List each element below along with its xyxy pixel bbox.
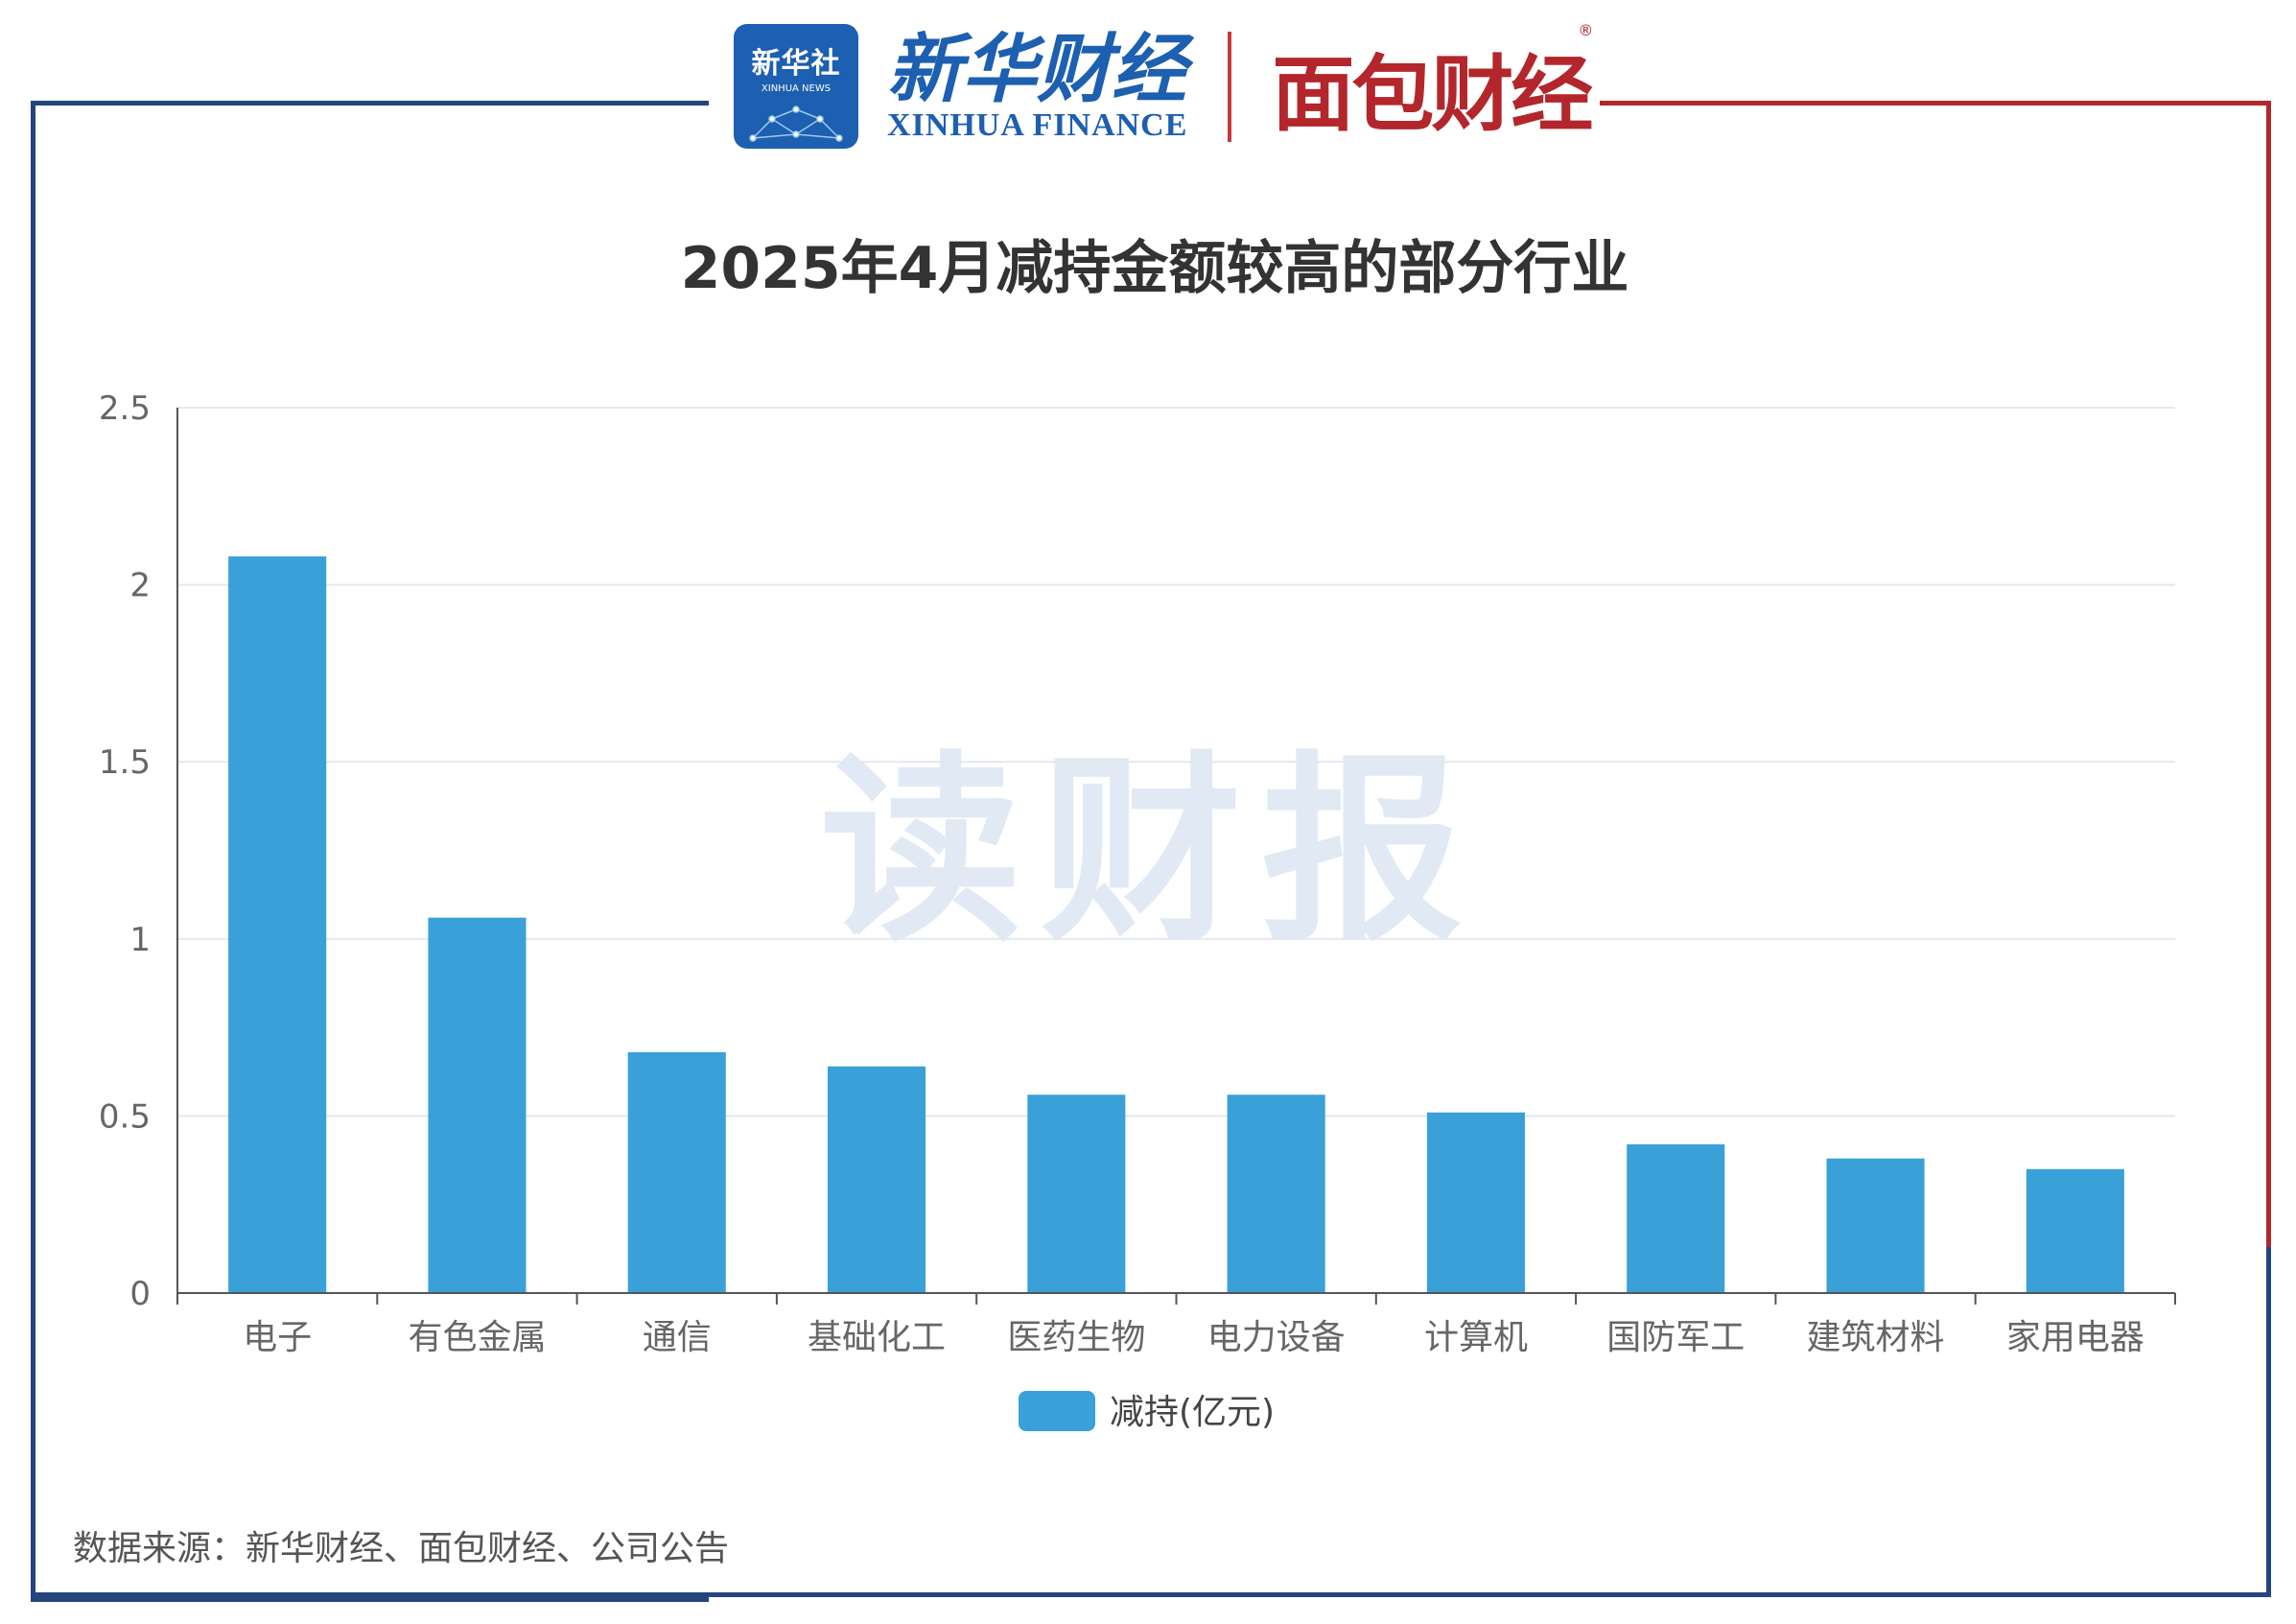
header-logos: 新华社 XINHUA NEWS 新华财经 XINHUA FINANCE 面包财经…	[734, 19, 1593, 153]
x-tick-label: 基础化工	[808, 1318, 946, 1357]
bar	[627, 1051, 726, 1293]
mianbao-finance-logo: 面包财经 ®	[1272, 21, 1593, 147]
bar	[1027, 1094, 1126, 1293]
bar	[828, 1066, 926, 1293]
mianbao-logo-text: 面包财经	[1272, 46, 1593, 143]
xinhua-finance-logo: 新华财经 XINHUA FINANCE	[887, 29, 1187, 144]
x-tick-label: 电力设备	[1207, 1318, 1346, 1357]
legend-swatch	[1019, 1391, 1095, 1431]
y-tick-label: 0	[129, 1275, 151, 1313]
xinhua-badge-cn: 新华社	[751, 47, 841, 81]
bar	[2026, 1168, 2124, 1293]
x-tick-label: 国防军工	[1606, 1318, 1745, 1357]
bar	[228, 556, 327, 1293]
x-tick-label: 建筑材料	[1807, 1318, 1945, 1357]
x-tick-label: 医药生物	[1007, 1318, 1145, 1357]
x-tick-label: 电子	[243, 1318, 312, 1357]
y-tick-label: 2.5	[99, 389, 151, 428]
frame-bottom-border	[31, 1592, 2271, 1597]
x-tick-label: 通信	[643, 1318, 712, 1357]
frame-right-border	[1600, 101, 2271, 1597]
registered-mark: ®	[1578, 20, 1593, 39]
bar	[428, 917, 527, 1293]
legend-label: 减持(亿元)	[1110, 1393, 1275, 1432]
watermark: 读财报	[820, 734, 1482, 969]
frame-right-lower-border	[2266, 1247, 2271, 1597]
bar	[1627, 1143, 1725, 1293]
data-source: 数据来源：新华财经、面包财经、公司公告	[73, 1529, 730, 1568]
logo-divider	[1228, 31, 1232, 142]
xinhua-news-logo: 新华社 XINHUA NEWS	[734, 24, 858, 149]
x-tick-label: 家用电器	[2006, 1318, 2144, 1357]
chart-title: 2025年4月减持金额较高的部分行业	[681, 235, 1629, 302]
xinhua-finance-en: XINHUA FINANCE	[887, 107, 1188, 143]
y-tick-label: 2	[129, 567, 151, 605]
y-tick-label: 1	[129, 921, 151, 959]
x-tick-label: 有色金属	[408, 1318, 546, 1357]
xinhua-finance-cn: 新华财经	[887, 26, 1187, 113]
network-icon	[749, 106, 843, 142]
bar	[1426, 1112, 1525, 1293]
y-tick-label: 0.5	[99, 1097, 151, 1136]
xinhua-badge-en: XINHUA NEWS	[761, 83, 832, 94]
y-tick-label: 1.5	[99, 743, 151, 782]
bar	[1826, 1158, 1925, 1293]
bar	[1227, 1094, 1325, 1293]
x-tick-label: 计算机	[1424, 1318, 1528, 1357]
frame-left-border	[31, 101, 709, 1602]
